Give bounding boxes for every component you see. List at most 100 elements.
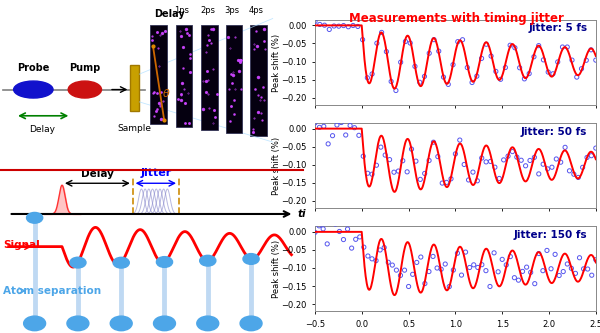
Point xyxy=(482,42,491,47)
Point xyxy=(392,267,401,273)
Circle shape xyxy=(154,316,175,331)
Point xyxy=(391,88,401,93)
Point xyxy=(442,180,451,185)
Point xyxy=(481,268,491,273)
Point xyxy=(550,252,560,257)
Point xyxy=(395,273,405,278)
Point xyxy=(388,262,397,268)
Point xyxy=(577,66,586,71)
Point xyxy=(497,257,507,262)
Circle shape xyxy=(23,316,46,331)
Point xyxy=(571,271,580,276)
Point xyxy=(553,59,563,65)
Point xyxy=(376,247,385,253)
Point xyxy=(412,260,422,265)
Point xyxy=(344,24,353,29)
Point xyxy=(376,145,386,150)
Point xyxy=(363,170,373,176)
Bar xyxy=(202,25,218,130)
Point xyxy=(315,22,325,27)
Point xyxy=(543,166,553,171)
Point xyxy=(457,272,466,278)
Point xyxy=(493,269,503,274)
Point xyxy=(401,39,410,44)
Text: Delay: Delay xyxy=(81,169,114,179)
Point xyxy=(534,43,544,48)
Point xyxy=(567,58,577,63)
Point xyxy=(517,158,526,163)
Point xyxy=(329,23,339,29)
Point xyxy=(554,273,564,278)
Point xyxy=(382,49,391,54)
Point xyxy=(548,71,558,77)
Text: Jitter: 5 fs: Jitter: 5 fs xyxy=(528,23,587,33)
Point xyxy=(398,158,407,164)
Point xyxy=(415,177,425,182)
Point xyxy=(512,155,521,160)
Bar xyxy=(250,25,266,136)
Point xyxy=(335,229,344,234)
Point xyxy=(453,39,463,44)
Point xyxy=(424,269,434,274)
Point xyxy=(377,30,386,35)
Text: Jitter: 50 fs: Jitter: 50 fs xyxy=(521,127,587,137)
Point xyxy=(544,69,553,75)
Point xyxy=(351,237,361,242)
Point xyxy=(437,180,447,186)
Point xyxy=(310,19,320,24)
Point xyxy=(587,153,596,159)
Text: Pump: Pump xyxy=(69,63,100,73)
Point xyxy=(578,165,587,170)
Point xyxy=(499,157,508,163)
Point xyxy=(520,76,529,82)
Point xyxy=(355,234,365,239)
Point xyxy=(403,169,412,174)
Text: ti: ti xyxy=(297,209,306,219)
Point xyxy=(465,265,475,270)
Point xyxy=(534,251,544,256)
Text: Sample: Sample xyxy=(118,124,152,133)
Circle shape xyxy=(70,257,86,268)
Point xyxy=(510,45,520,50)
Circle shape xyxy=(157,257,173,267)
Text: Jitter: Jitter xyxy=(140,168,172,178)
Point xyxy=(559,269,568,274)
Point xyxy=(572,75,581,80)
Point xyxy=(323,141,333,147)
Point xyxy=(383,260,393,265)
Point xyxy=(581,58,591,63)
Point xyxy=(411,159,421,164)
Point xyxy=(353,24,362,29)
Y-axis label: Peak shift (%): Peak shift (%) xyxy=(272,33,281,92)
Point xyxy=(463,65,472,70)
Circle shape xyxy=(243,254,259,264)
Point xyxy=(347,245,356,251)
Point xyxy=(446,176,456,181)
Text: 3ps: 3ps xyxy=(224,6,239,15)
Point xyxy=(514,277,523,283)
Point xyxy=(591,257,600,262)
Point xyxy=(434,49,443,54)
Point xyxy=(452,250,462,256)
Point xyxy=(583,266,592,272)
Point xyxy=(502,262,511,268)
Point xyxy=(529,54,539,59)
Point xyxy=(566,266,576,271)
Point xyxy=(385,157,394,162)
Point xyxy=(542,248,552,253)
Point xyxy=(389,169,399,175)
Point xyxy=(310,230,320,235)
Point xyxy=(515,65,524,70)
Point xyxy=(491,69,500,74)
Point xyxy=(322,241,332,246)
Point xyxy=(494,176,504,181)
Point xyxy=(328,133,337,138)
Point xyxy=(534,171,544,176)
Point xyxy=(358,154,368,159)
Point xyxy=(538,268,548,273)
Point xyxy=(367,171,377,177)
Point xyxy=(334,24,344,29)
Point xyxy=(582,155,592,160)
Point xyxy=(424,158,434,163)
Point xyxy=(468,169,478,175)
